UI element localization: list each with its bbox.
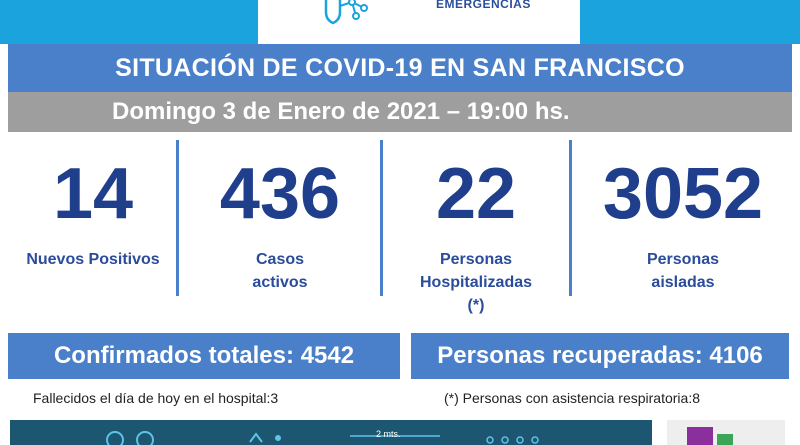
stat-active-cases: 436 Casos activos	[188, 140, 372, 294]
confirmed-total-box: Confirmados totales: 4542	[8, 333, 400, 379]
emergency-logo: EMERGENCIAS	[258, 0, 580, 44]
network-shield-icon	[324, 0, 368, 25]
logo-text: EMERGENCIAS	[436, 0, 531, 11]
stat-label: (*)	[467, 297, 485, 314]
stat-value: 22	[435, 154, 517, 234]
recovered-total: Personas recuperadas: 4106	[437, 342, 763, 369]
respiratory-note: (*) Personas con asistencia respiratoria…	[444, 390, 701, 406]
logo-shape	[717, 434, 733, 445]
deaths-note: Fallecidos el día de hoy en el hospital:…	[33, 390, 279, 406]
stat-hospitalized: 22 Personas Hospitalizadas (*)	[386, 140, 566, 317]
divider	[176, 140, 179, 296]
divider	[380, 140, 383, 296]
stat-label: Personas	[439, 251, 513, 268]
divider	[569, 140, 572, 296]
stat-value: 3052	[602, 154, 764, 234]
prevention-icons	[106, 431, 539, 445]
stat-label: Nuevos Positivos	[26, 251, 160, 268]
stat-label: Personas	[646, 251, 720, 268]
stat-new-positives: 14 Nuevos Positivos	[12, 140, 174, 271]
stat-isolated: 3052 Personas aisladas	[578, 140, 788, 294]
municipal-logo	[667, 420, 785, 445]
distance-label: 2 mts.	[376, 429, 401, 439]
logo-shape	[687, 427, 713, 445]
stat-label: Casos	[255, 251, 305, 268]
title-bar: SITUACIÓN DE COVID-19 EN SAN FRANCISCO	[8, 44, 792, 92]
stat-label: aisladas	[651, 274, 715, 291]
date-bar: Domingo 3 de Enero de 2021 – 19:00 hs.	[8, 92, 792, 132]
stat-value: 436	[219, 154, 341, 234]
prevention-banner: 2 mts.	[10, 420, 652, 445]
stat-value: 14	[52, 154, 134, 234]
recovered-total-box: Personas recuperadas: 4106	[411, 333, 789, 379]
stat-label: Hospitalizadas	[419, 274, 533, 291]
confirmed-total: Confirmados totales: 4542	[53, 342, 355, 369]
report-date: Domingo 3 de Enero de 2021 – 19:00 hs.	[112, 98, 570, 125]
page-title: SITUACIÓN DE COVID-19 EN SAN FRANCISCO	[115, 53, 685, 82]
stat-label: activos	[252, 274, 308, 291]
header-band: EMERGENCIAS	[0, 0, 800, 44]
